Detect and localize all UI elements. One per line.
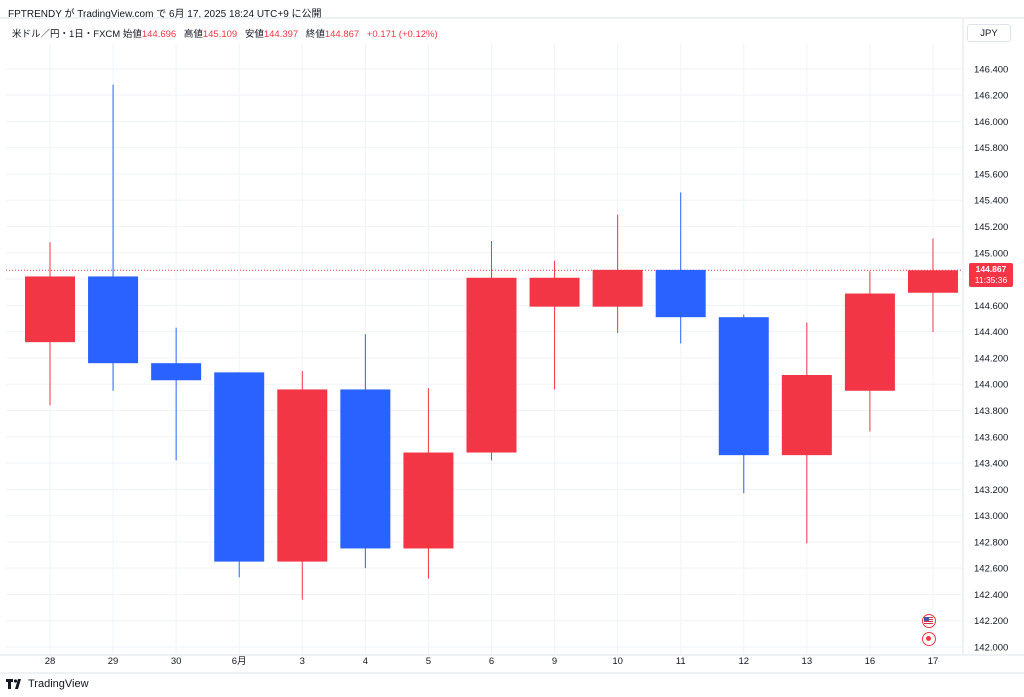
candle-body[interactable] (88, 276, 139, 364)
price-tick-label: 144.200 (974, 353, 1008, 364)
brand-name: TradingView (28, 678, 89, 690)
price-tick-label: 146.000 (974, 117, 1008, 128)
candle-body[interactable] (403, 452, 454, 549)
price-tick-label: 144.600 (974, 301, 1008, 312)
date-tick-label: 10 (612, 656, 623, 667)
price-tick-label: 142.600 (974, 564, 1008, 575)
candle-body[interactable] (214, 372, 265, 562)
high-value: 145.109 (202, 29, 238, 40)
price-tick-label: 142.200 (974, 616, 1008, 627)
ohlc-legend: 米ドル／円・1日・FXCM 始値144.696 高値145.109 安値144.… (12, 26, 443, 40)
price-tick-label: 145.600 (974, 169, 1008, 180)
price-tick-label: 143.000 (974, 511, 1008, 522)
last-price-tag: 144.867 11:35:36 (969, 263, 1013, 287)
date-tick-label: 29 (108, 656, 119, 667)
date-tick-label: 6 (489, 656, 494, 667)
us-flag-icon[interactable] (922, 614, 936, 628)
candle-body[interactable] (907, 270, 958, 293)
symbol-title[interactable]: 米ドル／円・1日・FXCM (12, 29, 121, 40)
candle-body[interactable] (277, 389, 328, 562)
candle-body[interactable] (844, 293, 895, 391)
price-tick-label: 142.000 (974, 643, 1008, 654)
candle-body[interactable] (340, 389, 391, 549)
change-value: +0.171 (+0.12%) (366, 29, 438, 40)
price-tick-label: 145.400 (974, 196, 1008, 207)
candle-body[interactable] (655, 269, 706, 318)
price-tick-label: 145.800 (974, 143, 1008, 154)
price-tick-label: 143.600 (974, 432, 1008, 443)
price-tick-label: 142.800 (974, 537, 1008, 548)
candle-body[interactable] (718, 317, 769, 456)
tradingview-brand[interactable]: TradingView (6, 678, 89, 690)
time-axis[interactable]: 28 29 30 6月 3 4 5 6 9 10 11 12 13 16 17 (45, 656, 939, 667)
price-tick-label: 143.400 (974, 459, 1008, 470)
open-value: 144.696 (141, 29, 177, 40)
date-tick-label: 4 (363, 656, 368, 667)
date-tick-label: 12 (738, 656, 749, 667)
price-tick-label: 143.800 (974, 406, 1008, 417)
candle-body[interactable] (151, 363, 202, 381)
date-tick-label: 3 (300, 656, 305, 667)
candle-body[interactable] (25, 276, 75, 343)
candle-body[interactable] (466, 277, 517, 453)
currency-button[interactable]: JPY (967, 24, 1011, 42)
published-line: FPTRENDY が TradingView.com で 6月 17, 2025… (8, 9, 322, 20)
price-axis[interactable]: 142.000 142.200 142.400 142.600 142.800 143.0… (974, 64, 1008, 653)
date-tick-label: 9 (552, 656, 557, 667)
low-label: 安値 (244, 29, 264, 40)
date-tick-label: 30 (171, 656, 182, 667)
candle-body[interactable] (592, 269, 643, 307)
close-value: 144.867 (324, 29, 360, 40)
candles (25, 84, 958, 600)
candle-body[interactable] (781, 375, 832, 456)
price-tick-label: 144.400 (974, 327, 1008, 338)
price-tick-label: 144.000 (974, 380, 1008, 391)
tradingview-logo-icon (6, 679, 21, 689)
price-tick-label: 146.400 (974, 64, 1008, 75)
countdown-label: 11:35:36 (974, 275, 1008, 285)
price-tick-label: 145.000 (974, 248, 1008, 259)
close-label: 終値 (305, 29, 325, 40)
open-label: 始値 (122, 29, 142, 40)
date-tick-label: 13 (802, 656, 813, 667)
event-dot-icon[interactable] (922, 632, 936, 646)
date-tick-label: 17 (928, 656, 939, 667)
low-value: 144.397 (263, 29, 299, 40)
last-price-label: 144.867 (975, 264, 1007, 274)
high-label: 高値 (183, 29, 203, 40)
date-tick-label: 28 (45, 656, 56, 667)
candle-body[interactable] (529, 277, 580, 307)
date-tick-label: 5 (426, 656, 431, 667)
price-tick-label: 142.400 (974, 590, 1008, 601)
price-tick-label: 145.200 (974, 222, 1008, 233)
date-tick-label: 16 (865, 656, 876, 667)
price-tick-label: 143.200 (974, 485, 1008, 496)
axes (0, 17, 1024, 674)
price-tick-label: 146.200 (974, 91, 1008, 102)
date-tick-label: 6月 (232, 656, 247, 667)
date-tick-label: 11 (676, 656, 686, 667)
